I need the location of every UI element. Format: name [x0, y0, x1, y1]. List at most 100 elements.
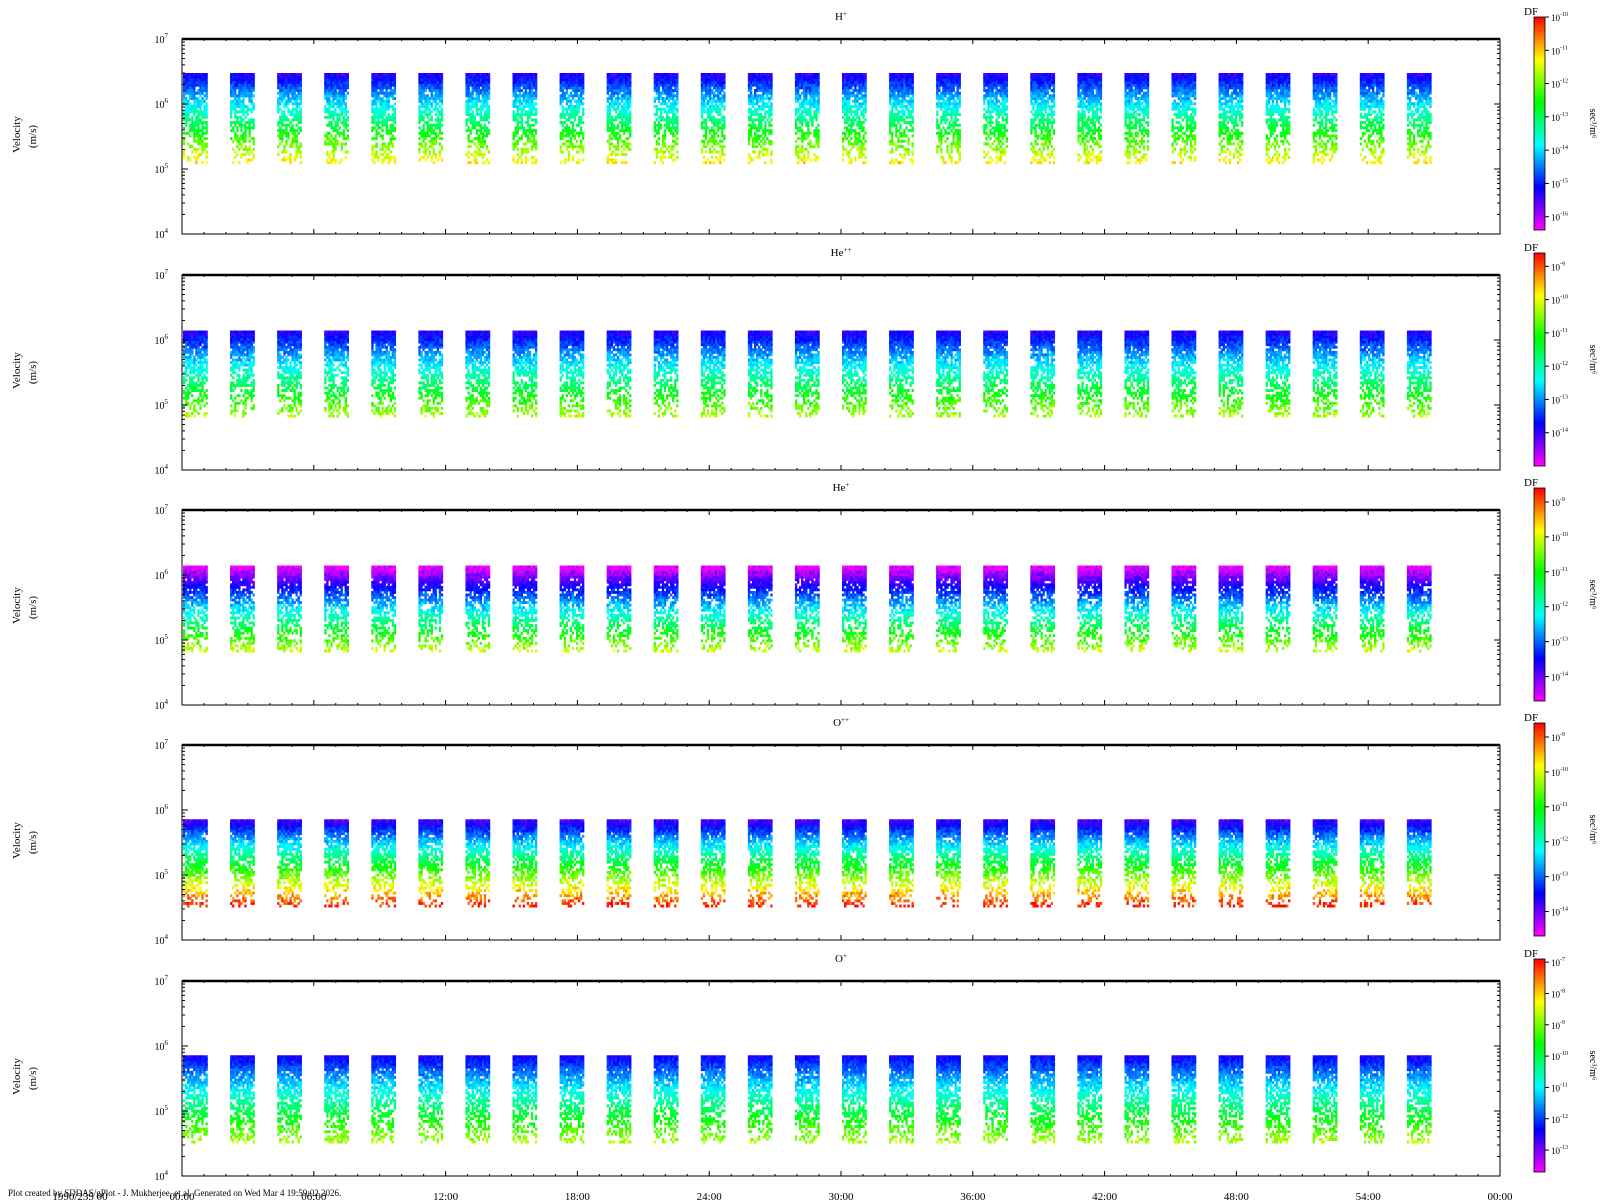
data-cell	[283, 105, 285, 108]
data-cell	[343, 132, 345, 135]
data-cell	[203, 94, 205, 97]
data-cell	[390, 124, 392, 127]
data-cell	[418, 126, 420, 129]
data-cell	[576, 140, 578, 143]
data-cell	[246, 121, 248, 124]
data-cell	[277, 100, 279, 103]
data-cell	[394, 137, 396, 140]
data-cell	[185, 108, 187, 111]
data-cell	[439, 110, 441, 113]
data-cell	[285, 86, 287, 89]
data-cell	[289, 76, 291, 79]
data-cell	[390, 150, 392, 153]
data-cell	[234, 94, 236, 97]
data-cell	[488, 76, 490, 79]
data-cell	[375, 78, 377, 81]
data-cell	[330, 94, 332, 97]
data-cell	[467, 81, 469, 84]
data-cell	[582, 92, 584, 95]
data-cell	[568, 97, 570, 100]
data-cell	[484, 110, 486, 113]
data-cell	[377, 118, 379, 121]
data-cell	[474, 159, 476, 162]
data-cell	[277, 86, 279, 89]
data-cell	[427, 84, 429, 87]
data-cell	[187, 113, 189, 116]
data-cell	[527, 81, 529, 84]
data-cell	[392, 156, 394, 159]
data-cell	[521, 108, 523, 111]
data-cell	[480, 113, 482, 116]
data-cell	[519, 86, 521, 89]
data-cell	[527, 116, 529, 119]
data-cell	[525, 89, 527, 92]
data-cell	[521, 76, 523, 79]
data-cell	[465, 108, 467, 111]
data-cell	[615, 97, 617, 100]
data-cell	[248, 118, 250, 121]
data-cell	[334, 126, 336, 129]
data-cell	[576, 100, 578, 103]
data-cell	[521, 148, 523, 151]
data-cell	[521, 153, 523, 156]
data-cell	[629, 116, 631, 119]
data-cell	[470, 116, 472, 119]
data-cell	[246, 150, 248, 153]
data-cell	[529, 94, 531, 97]
data-cell	[191, 129, 193, 132]
data-cell	[574, 110, 576, 113]
data-cell	[535, 92, 537, 95]
data-cell	[519, 102, 521, 105]
data-cell	[422, 150, 424, 153]
data-cell	[238, 140, 240, 143]
data-cell	[572, 76, 574, 79]
data-cell	[560, 121, 562, 124]
data-cell	[572, 94, 574, 97]
data-cell	[277, 97, 279, 100]
data-cell	[615, 100, 617, 103]
data-cell	[300, 129, 302, 132]
data-cell	[277, 105, 279, 108]
data-cell	[244, 126, 246, 129]
data-cell	[513, 116, 515, 119]
data-cell	[621, 129, 623, 132]
data-cell	[617, 137, 619, 140]
data-cell	[627, 121, 629, 124]
data-cell	[195, 108, 197, 111]
data-cell	[433, 161, 435, 164]
data-cell	[289, 161, 291, 164]
data-cell	[379, 102, 381, 105]
data-cell	[375, 102, 377, 105]
data-cell	[388, 132, 390, 135]
data-cell	[566, 145, 568, 148]
data-cell	[285, 105, 287, 108]
data-cell	[338, 86, 340, 89]
data-cell	[625, 100, 627, 103]
data-cell	[476, 113, 478, 116]
data-cell	[205, 102, 207, 105]
data-cell	[334, 84, 336, 87]
data-cell	[242, 134, 244, 137]
data-cell	[377, 81, 379, 84]
data-cell	[429, 102, 431, 105]
data-cell	[189, 129, 191, 132]
data-cell	[513, 113, 515, 116]
data-cell	[582, 121, 584, 124]
data-cell	[205, 145, 207, 148]
data-cell	[429, 100, 431, 103]
data-cell	[441, 81, 443, 84]
data-cell	[379, 76, 381, 79]
data-cell	[341, 92, 343, 95]
data-cell	[232, 76, 234, 79]
data-cell	[293, 92, 295, 95]
data-cell	[465, 89, 467, 92]
data-cell	[568, 118, 570, 121]
data-cell	[533, 140, 535, 143]
data-cell	[332, 156, 334, 159]
data-cell	[343, 118, 345, 121]
data-cell	[574, 86, 576, 89]
data-cell	[566, 134, 568, 137]
data-cell	[437, 159, 439, 162]
data-cell	[328, 86, 330, 89]
